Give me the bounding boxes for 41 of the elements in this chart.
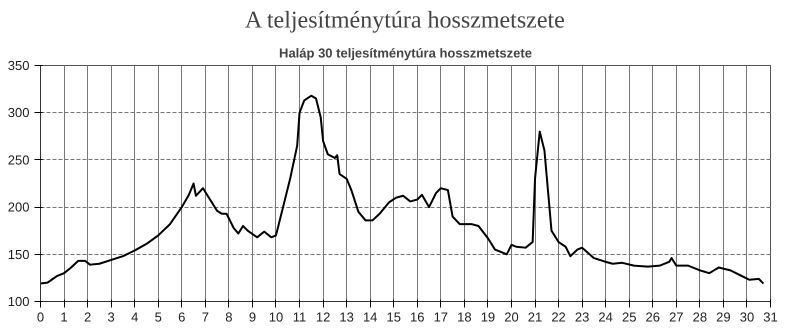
x-tick-label: 2 xyxy=(84,310,92,324)
y-tick-label: 100 xyxy=(8,294,30,309)
x-tick-label: 1 xyxy=(60,310,68,324)
x-tick-label: 22 xyxy=(551,310,566,324)
x-tick-label: 30 xyxy=(740,310,754,324)
x-tick-label: 13 xyxy=(339,310,354,324)
x-tick-label: 21 xyxy=(528,310,542,324)
x-tick-label: 15 xyxy=(386,310,401,324)
y-tick-label: 300 xyxy=(8,105,30,120)
x-tick-label: 24 xyxy=(598,310,613,324)
x-tick-label: 16 xyxy=(410,310,425,324)
x-tick-label: 0 xyxy=(36,310,44,324)
y-tick-label: 200 xyxy=(8,200,30,215)
x-tick-label: 18 xyxy=(457,310,472,324)
y-tick-label: 250 xyxy=(8,152,30,168)
x-tick-label: 26 xyxy=(646,310,660,324)
x-tick-label: 31 xyxy=(763,310,778,324)
x-tick-label: 20 xyxy=(504,310,519,324)
x-tick-label: 19 xyxy=(480,310,496,324)
x-tick-label: 4 xyxy=(131,310,138,324)
line-series xyxy=(40,94,764,285)
x-tick-label: 10 xyxy=(268,310,284,324)
x-tick-label: 3 xyxy=(108,310,115,324)
x-tick-label: 7 xyxy=(202,310,209,324)
x-tick-label: 28 xyxy=(692,310,708,324)
x-tick-label: 29 xyxy=(716,310,731,324)
x-tick-label: 25 xyxy=(622,310,636,324)
x-tick-label: 9 xyxy=(248,310,256,324)
chart-subtitle: Haláp 30 teljesítménytúra hosszmetszete xyxy=(279,46,532,60)
x-tick-label: 6 xyxy=(178,310,186,324)
x-tick-label: 5 xyxy=(154,310,162,324)
x-tick-label: 11 xyxy=(292,310,306,324)
x-tick-label: 14 xyxy=(362,310,378,324)
chart-title: A teljesítménytúra hosszmetszete xyxy=(244,8,565,34)
x-tick-label: 27 xyxy=(669,310,684,324)
x-tick-label: 8 xyxy=(225,310,233,324)
y-tick-label: 150 xyxy=(8,246,30,262)
x-tick-label: 23 xyxy=(574,310,590,324)
y-tick-label: 350 xyxy=(8,58,30,73)
x-tick-label: 12 xyxy=(316,310,330,324)
x-tick-label: 17 xyxy=(434,310,448,324)
